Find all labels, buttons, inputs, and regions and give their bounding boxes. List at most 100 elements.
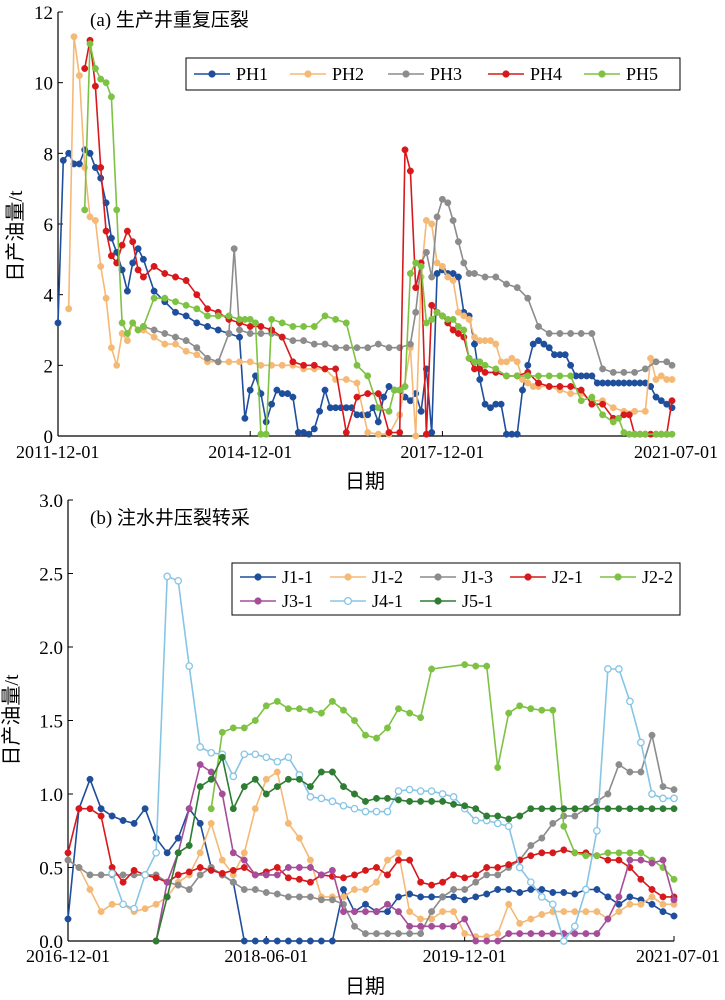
data-point-J4-1 xyxy=(582,885,590,894)
data-point-PH3 xyxy=(204,354,211,362)
data-point-PH2 xyxy=(412,432,420,440)
legend-marker-J2-2 xyxy=(614,573,622,581)
series-PH2 xyxy=(65,33,676,440)
data-point-J2-1 xyxy=(273,864,281,871)
data-point-J1-1 xyxy=(549,889,557,896)
data-point-J1-3 xyxy=(229,878,237,886)
data-point-PH2 xyxy=(172,340,179,348)
data-point-PH4 xyxy=(102,227,110,235)
data-point-J1-1 xyxy=(196,819,204,827)
data-point-J2-1 xyxy=(538,849,546,857)
data-point-PH5 xyxy=(401,383,409,390)
data-point-J1-2 xyxy=(86,886,94,893)
data-point-J4-1 xyxy=(207,748,216,757)
data-point-PH2 xyxy=(342,376,350,383)
data-point-PH3 xyxy=(471,270,478,277)
data-point-PH3 xyxy=(449,217,457,224)
y-tick-label: 0.0 xyxy=(39,932,63,953)
chart-title: (b) 注水井压裂转采 xyxy=(90,507,250,529)
data-point-J1-3 xyxy=(306,893,314,901)
data-point-J3-1 xyxy=(582,930,590,938)
chart-panel-0: 0 2 4 6 8 10 12 2011-12-01 2014-12-01 2017-12-01 2… xyxy=(4,3,718,493)
data-point-PH1 xyxy=(487,404,494,412)
data-point-PH2 xyxy=(508,354,516,362)
data-point-J1-2 xyxy=(659,900,667,908)
data-point-J2-1 xyxy=(472,871,480,879)
legend-label-PH4: PH4 xyxy=(530,64,562,84)
data-point-J4-1 xyxy=(548,900,557,909)
data-point-PH5 xyxy=(567,372,575,380)
data-point-PH3 xyxy=(385,344,393,352)
data-point-PH1 xyxy=(652,393,660,401)
data-point-PH4 xyxy=(246,323,254,330)
data-point-J1-3 xyxy=(461,886,469,893)
data-point-J3-1 xyxy=(317,871,325,879)
data-point-J3-1 xyxy=(406,922,414,930)
data-point-J1-3 xyxy=(472,878,480,886)
data-point-J3-1 xyxy=(340,908,347,916)
data-point-J3-1 xyxy=(648,859,656,867)
data-point-J4-1 xyxy=(504,822,513,831)
data-point-PH3 xyxy=(438,195,446,203)
data-point-J2-1 xyxy=(351,871,358,879)
data-point-PH5 xyxy=(129,319,137,327)
data-point-PH3 xyxy=(652,358,660,366)
data-point-J5-1 xyxy=(284,775,292,783)
data-point-PH2 xyxy=(438,262,446,270)
data-point-J1-3 xyxy=(659,783,667,791)
data-point-J2-2 xyxy=(229,724,237,732)
data-point-J2-2 xyxy=(328,697,336,705)
data-point-PH1 xyxy=(519,386,526,394)
data-point-PH5 xyxy=(428,315,436,323)
data-point-PH2 xyxy=(374,430,382,438)
data-point-J3-1 xyxy=(229,849,237,857)
data-point-J3-1 xyxy=(395,908,402,916)
data-point-PH3 xyxy=(193,344,201,352)
data-point-J3-1 xyxy=(538,930,546,938)
data-point-PH5 xyxy=(588,393,596,401)
data-point-PH2 xyxy=(86,213,94,221)
data-point-J1-1 xyxy=(317,937,325,945)
data-point-J3-1 xyxy=(417,922,425,930)
data-point-J5-1 xyxy=(328,768,336,776)
data-point-PH1 xyxy=(588,372,596,380)
data-point-J3-1 xyxy=(262,871,270,879)
data-point-J1-3 xyxy=(648,731,656,739)
data-point-J1-3 xyxy=(284,893,292,901)
data-point-PH3 xyxy=(342,344,350,352)
data-point-J2-1 xyxy=(185,868,193,876)
data-point-J2-1 xyxy=(373,864,380,871)
data-point-PH2 xyxy=(65,305,73,313)
legend-label-J1-1: J1-1 xyxy=(282,567,313,587)
data-point-J4-1 xyxy=(427,787,436,795)
data-point-PH2 xyxy=(444,273,452,281)
data-point-J1-1 xyxy=(560,889,568,896)
legend-label-J5-1: J5-1 xyxy=(462,591,493,611)
data-point-J3-1 xyxy=(273,871,281,879)
data-point-J2-1 xyxy=(615,856,623,864)
data-point-PH3 xyxy=(161,330,169,337)
data-point-J4-1 xyxy=(405,785,414,794)
data-point-PH1 xyxy=(449,270,457,277)
data-point-J5-1 xyxy=(229,805,237,813)
data-point-PH3 xyxy=(460,259,468,267)
data-point-J1-1 xyxy=(306,937,314,945)
data-point-J1-1 xyxy=(284,937,292,945)
legend-label-J1-3: J1-3 xyxy=(462,567,493,587)
data-point-J1-3 xyxy=(373,930,380,938)
data-point-PH1 xyxy=(310,425,318,433)
data-point-J4-1 xyxy=(152,848,160,857)
data-point-J1-3 xyxy=(317,896,325,904)
data-point-J2-1 xyxy=(196,864,204,871)
data-point-J1-3 xyxy=(240,886,248,893)
data-point-J5-1 xyxy=(273,783,281,791)
data-point-PH4 xyxy=(300,361,308,369)
data-point-J3-1 xyxy=(461,915,469,923)
data-point-PH2 xyxy=(70,33,78,41)
data-point-J1-1 xyxy=(604,893,612,901)
data-point-J2-1 xyxy=(549,849,557,857)
data-point-PH5 xyxy=(150,294,158,302)
legend-marker-PH3 xyxy=(402,70,410,78)
data-point-PH2 xyxy=(113,361,121,369)
data-point-PH1 xyxy=(129,259,137,267)
